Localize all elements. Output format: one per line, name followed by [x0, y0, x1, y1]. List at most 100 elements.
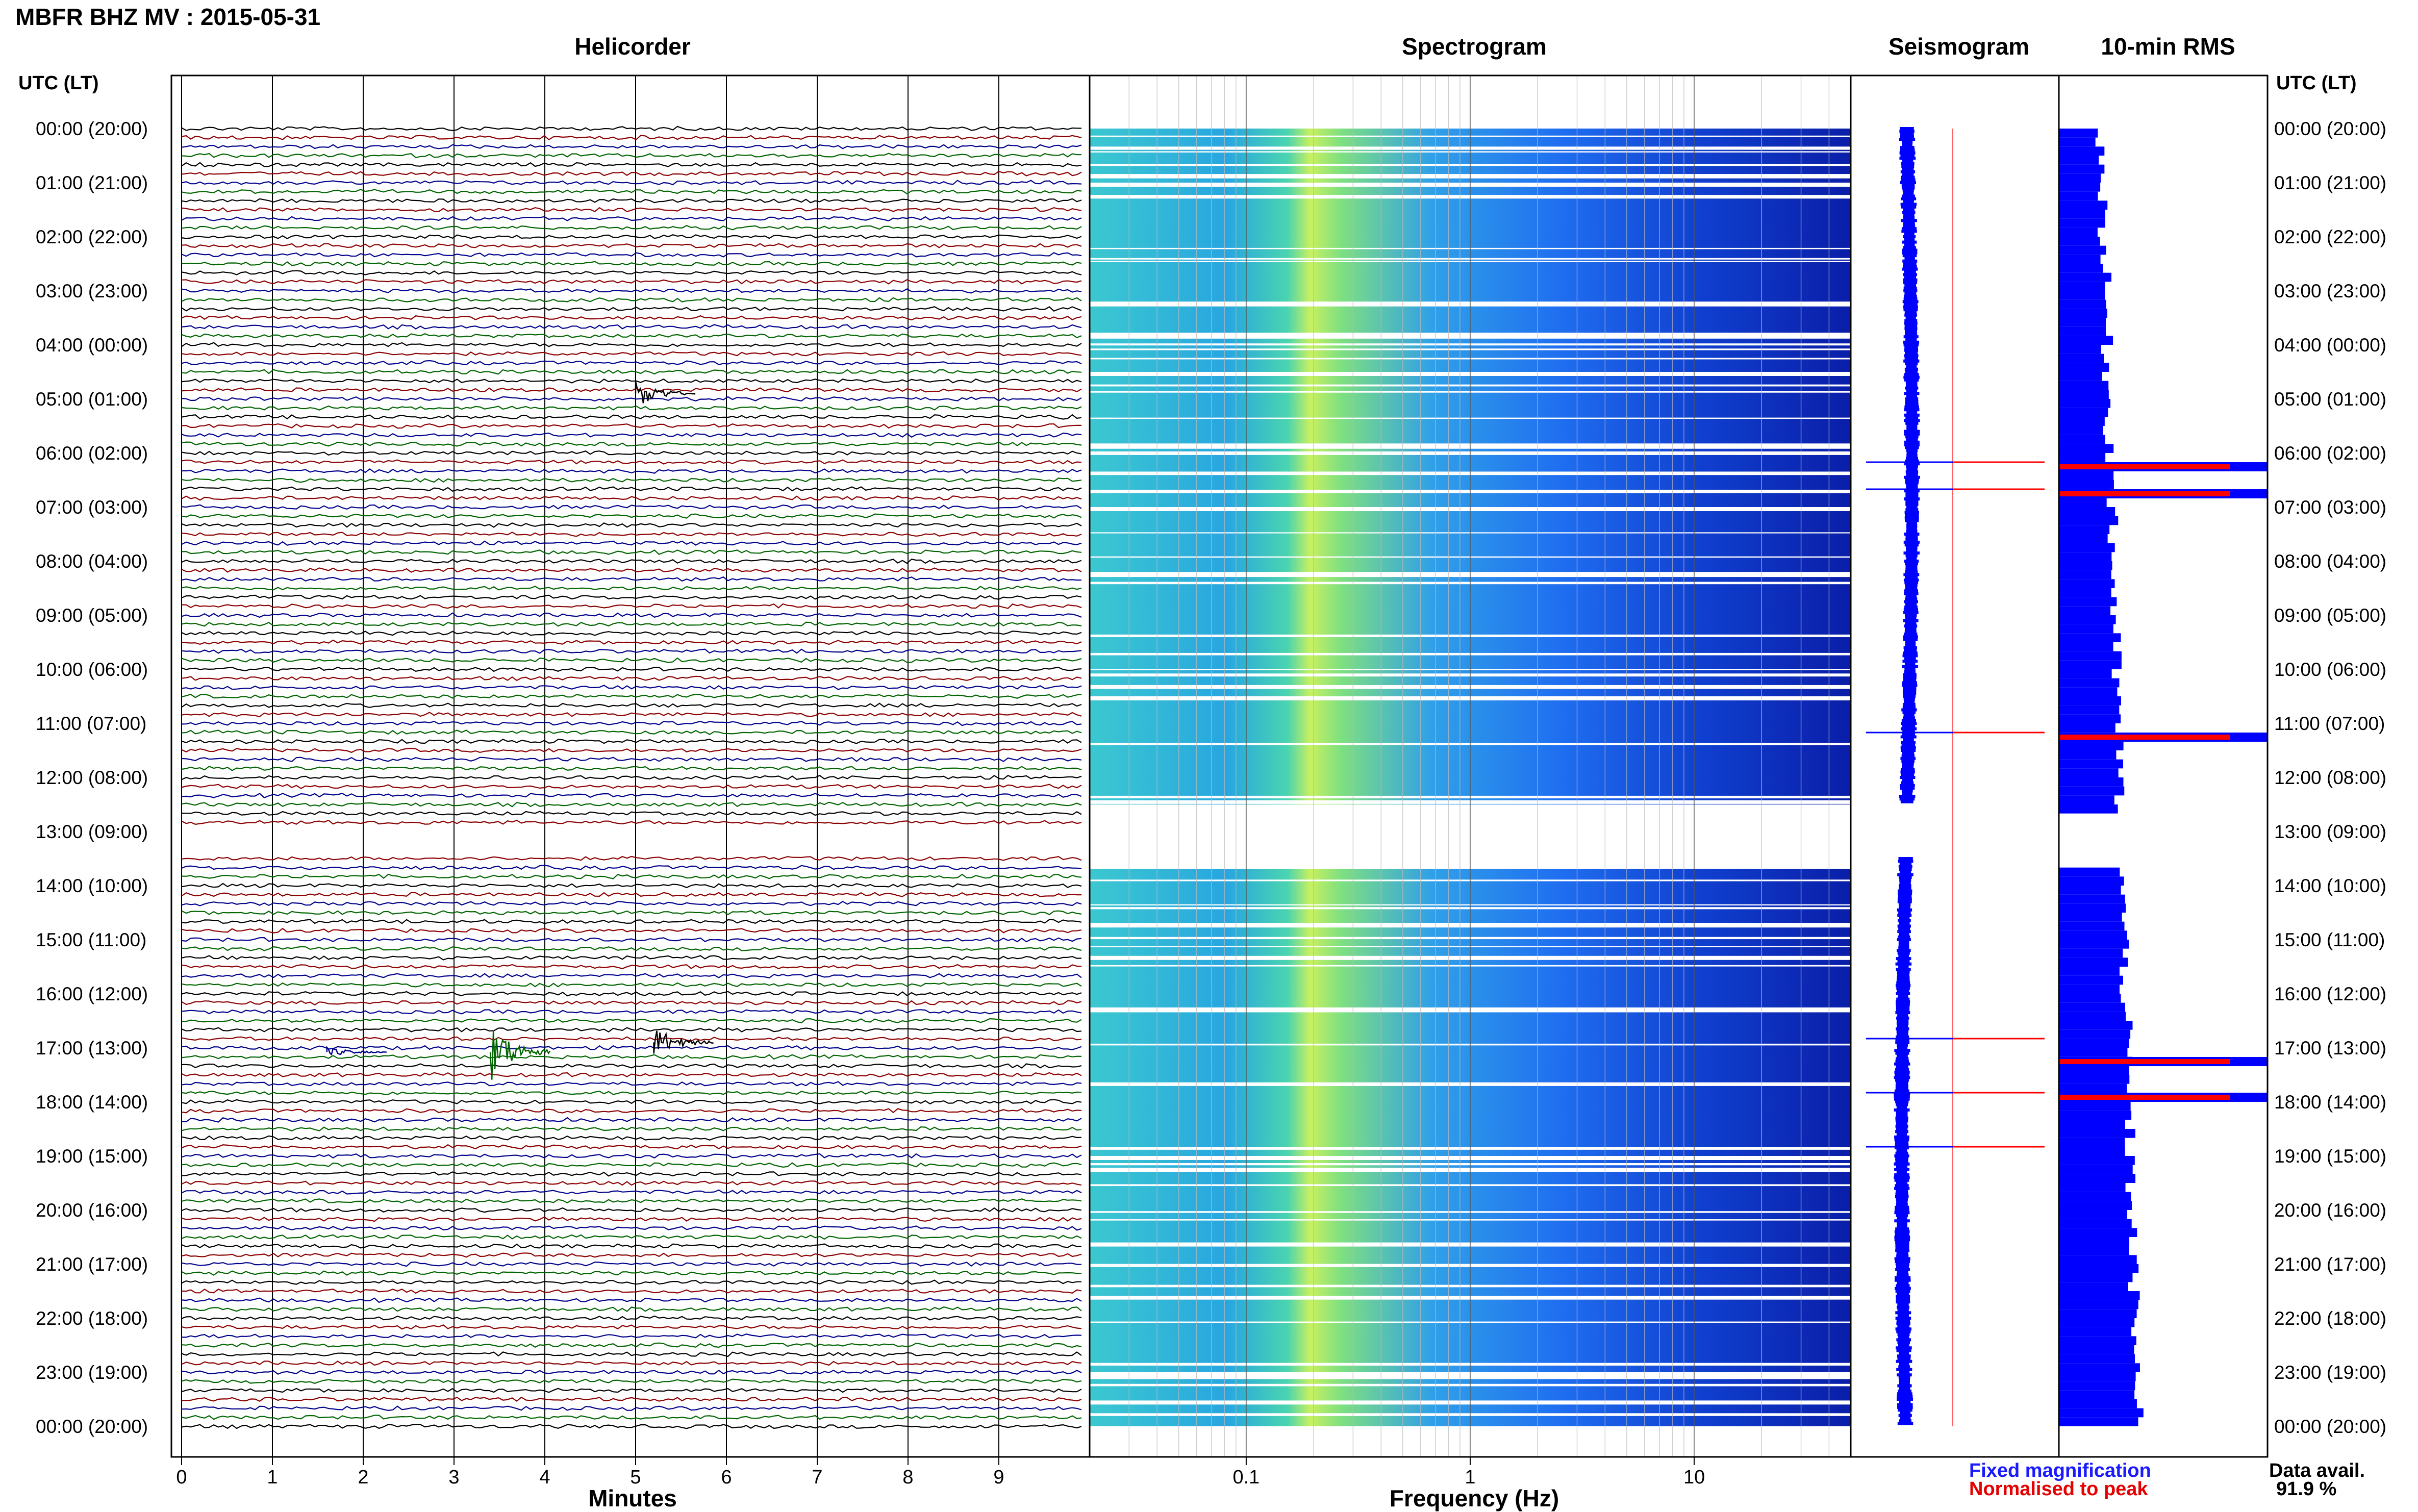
rms-bar [2059, 1219, 2132, 1228]
helicorder-trace [181, 279, 1082, 285]
rms-bar [2059, 606, 2111, 615]
rms-bar [2059, 245, 2106, 255]
rms-bar [2059, 426, 2103, 435]
time-label-right: 03:00 (23:00) [2274, 281, 2387, 301]
helicorder-trace [181, 757, 1082, 763]
helicorder-trace [181, 1243, 1082, 1249]
seismogram-title: Seismogram [1888, 33, 2030, 60]
rms-bar [2059, 372, 2102, 381]
helicorder-trace [181, 720, 1082, 726]
helicorder-trace [181, 784, 1082, 789]
helicorder-trace [181, 162, 1082, 167]
time-label-right: 14:00 (10:00) [2274, 875, 2387, 896]
rms-bar [2059, 173, 2101, 183]
helicorder-trace [182, 1063, 1082, 1069]
helicorder-trace [181, 739, 1082, 744]
helicorder-trace [181, 360, 1082, 366]
rms-bar [2059, 1021, 2133, 1030]
helicorder-trace [181, 1369, 1082, 1375]
helicorder-trace [181, 1207, 1082, 1213]
helicorder-trace [181, 1072, 1082, 1078]
time-label-right: 11:00 (07:00) [2274, 713, 2385, 734]
rms-bar [2059, 660, 2122, 669]
helicorder-trace [181, 1216, 1082, 1222]
rms-bar [2059, 200, 2108, 210]
rms-bar [2059, 390, 2109, 399]
helicorder-trace [181, 1099, 1082, 1105]
rms-bar [2059, 1201, 2132, 1210]
rms-bar [2059, 1120, 2125, 1129]
rms-bar [2059, 1273, 2133, 1282]
helicorder-trace [181, 170, 1082, 177]
time-label-left: 12:00 (08:00) [36, 767, 148, 788]
helicorder-trace [181, 873, 1082, 879]
rms-bar [2059, 994, 2121, 1003]
helicorder-trace [181, 1036, 1082, 1042]
rms-bar [2059, 886, 2121, 895]
helicorder-trace [181, 342, 1082, 347]
helicorder-trace [181, 1342, 1082, 1348]
station-title: MBFR BHZ MV : 2015-05-31 [15, 4, 321, 30]
rms-bar [2059, 687, 2118, 696]
rms-bar [2059, 1372, 2136, 1381]
helicorder-x-tick-label: 9 [993, 1467, 1004, 1488]
rms-bar [2059, 318, 2106, 327]
time-label-left: 20:00 (16:00) [36, 1200, 148, 1221]
rms-bar [2059, 218, 2105, 228]
helicorder-trace [181, 1135, 1082, 1141]
rms-bar [2059, 1174, 2136, 1183]
helicorder-trace [181, 702, 1082, 708]
helicorder-trace [181, 1360, 1082, 1366]
helicorder-event [635, 381, 696, 404]
helicorder-trace [181, 369, 1082, 375]
data-availability-value: 91.9 % [2276, 1478, 2337, 1500]
time-label-right: 04:00 (00:00) [2274, 335, 2387, 356]
helicorder-trace [181, 1234, 1082, 1240]
time-label-left: 10:00 (06:00) [36, 659, 148, 680]
rms-bar [2059, 1165, 2133, 1174]
time-label-left: 03:00 (23:00) [36, 281, 148, 301]
utc-header-left: UTC (LT) [18, 72, 99, 94]
helicorder-trace [181, 819, 1082, 825]
rms-bar [2059, 1390, 2135, 1399]
helicorder-trace [181, 927, 1082, 934]
rms-bar [2059, 1102, 2131, 1111]
helicorder-trace [181, 1396, 1082, 1402]
rms-bar [2059, 1300, 2138, 1309]
time-label-left: 04:00 (00:00) [36, 335, 148, 356]
helicorder-trace [181, 946, 1082, 951]
helicorder-trace [181, 811, 1082, 816]
rms-bar [2059, 633, 2121, 642]
rms-bar [2059, 1228, 2137, 1237]
rms-bar [2059, 507, 2115, 516]
time-label-left: 09:00 (05:00) [36, 605, 148, 626]
time-label-left: 16:00 (12:00) [36, 984, 148, 1004]
rms-bar [2059, 1066, 2129, 1075]
rms-bar [2059, 1309, 2137, 1318]
helicorder-trace [181, 1261, 1081, 1267]
helicorder-x-tick-label: 4 [539, 1467, 550, 1488]
time-label-right: 23:00 (19:00) [2274, 1362, 2387, 1383]
helicorder-trace [181, 1117, 1082, 1123]
seismogram-frame [1850, 74, 2060, 1458]
helicorder-trace [181, 621, 1082, 627]
seismogram-panel [1850, 74, 2060, 1458]
rms-bar [2059, 696, 2122, 705]
rms-bar [2059, 930, 2127, 940]
helicorder-x-tick-label: 8 [902, 1467, 913, 1488]
helicorder-trace [181, 459, 1082, 465]
helicorder-trace [181, 766, 1082, 771]
helicorder-trace [181, 315, 1082, 321]
helicorder-trace [181, 1279, 1081, 1285]
rms-panel [2058, 74, 2269, 1458]
helicorder-trace [181, 639, 1082, 645]
helicorder-trace [181, 1054, 1082, 1060]
helicorder-trace [181, 1027, 1082, 1033]
time-label-right: 08:00 (04:00) [2274, 551, 2387, 572]
helicorder-trace [181, 1315, 1082, 1321]
spectrogram-x-tick-label: 10 [1683, 1467, 1705, 1488]
helicorder-trace [181, 937, 1082, 943]
helicorder-trace [181, 631, 1082, 636]
rms-bar [2059, 777, 2124, 787]
